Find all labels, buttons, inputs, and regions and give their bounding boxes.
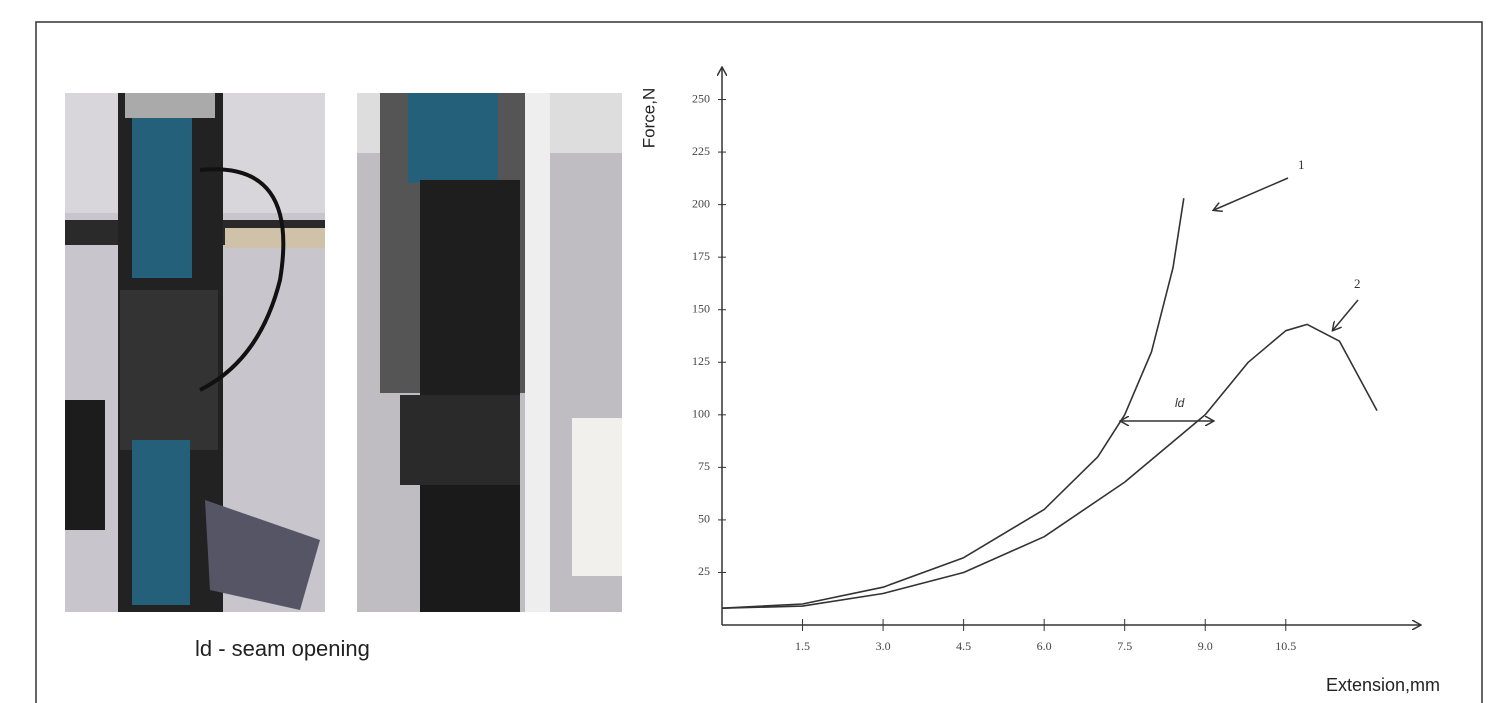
caption: ld - seam opening xyxy=(195,636,370,661)
y-axis-label: Force,N xyxy=(639,88,658,148)
photo-left xyxy=(65,93,325,612)
x-axis-label: Extension,mm xyxy=(1326,675,1440,695)
y-tick-label: 75 xyxy=(698,459,710,473)
y-tick-label: 25 xyxy=(698,564,710,578)
x-tick-label: 1.5 xyxy=(795,639,810,653)
y-tick-label: 50 xyxy=(698,512,710,526)
x-tick-label: 6.0 xyxy=(1037,639,1052,653)
y-tick-label: 250 xyxy=(692,91,710,105)
annotation-arrow xyxy=(1333,299,1359,330)
y-tick-label: 100 xyxy=(692,407,710,421)
y-tick-label: 225 xyxy=(692,144,710,158)
y-tick-label: 200 xyxy=(692,196,710,210)
annotation-arrow xyxy=(1214,177,1289,210)
series-line xyxy=(721,323,1378,609)
y-tick-label: 125 xyxy=(692,354,710,368)
x-tick-label: 9.0 xyxy=(1198,639,1213,653)
x-tick-label: 7.5 xyxy=(1117,639,1132,653)
x-tick-label: 4.5 xyxy=(956,639,971,653)
x-tick-label: 3.0 xyxy=(876,639,891,653)
annotation: 1 xyxy=(1298,157,1305,172)
annotation: 2 xyxy=(1354,276,1361,291)
series-line xyxy=(721,198,1185,609)
chart: 25 50 75 100 125 150 175 200 225 250 1.5 3.0 4.5 6.0 7… xyxy=(639,68,1440,695)
x-tick-label: 10.5 xyxy=(1275,639,1296,653)
y-tick-label: 150 xyxy=(692,301,710,315)
annotation: ld xyxy=(1175,396,1185,410)
y-tick-label: 175 xyxy=(692,249,710,263)
photo-right xyxy=(357,93,622,612)
